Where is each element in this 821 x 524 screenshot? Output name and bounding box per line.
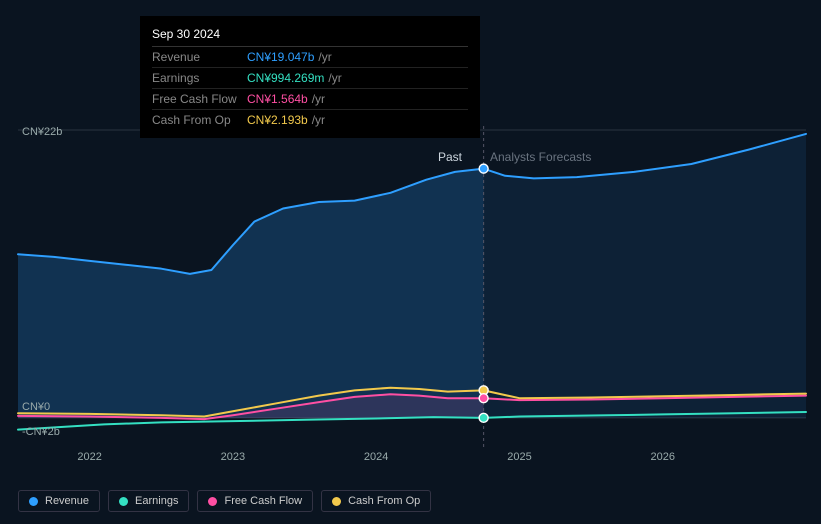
tooltip-row: Free Cash FlowCN¥1.564b/yr <box>152 89 468 110</box>
legend-swatch <box>119 497 128 506</box>
tooltip-suffix: /yr <box>312 113 325 127</box>
legend-item-revenue[interactable]: Revenue <box>18 490 100 512</box>
x-tick-label: 2022 <box>77 451 101 463</box>
tooltip-label: Cash From Op <box>152 113 247 127</box>
tooltip-suffix: /yr <box>328 71 341 85</box>
y-tick-label: CN¥0 <box>22 401 50 413</box>
tooltip-row: RevenueCN¥19.047b/yr <box>152 47 468 68</box>
legend-swatch <box>332 497 341 506</box>
legend-label: Cash From Op <box>348 495 420 507</box>
legend: Revenue Earnings Free Cash Flow Cash From O… <box>18 490 431 512</box>
financials-chart: Sep 30 2024 RevenueCN¥19.047b/yrEarnings… <box>0 0 821 524</box>
tooltip-value: CN¥1.564b <box>247 92 308 106</box>
legend-item-cash-from-op[interactable]: Cash From Op <box>321 490 431 512</box>
tooltip-suffix: /yr <box>312 92 325 106</box>
tooltip-row: Cash From OpCN¥2.193b/yr <box>152 110 468 130</box>
tooltip-value: CN¥994.269m <box>247 71 324 85</box>
legend-label: Revenue <box>45 495 89 507</box>
plot-area[interactable] <box>18 130 806 444</box>
tooltip-label: Free Cash Flow <box>152 92 247 106</box>
tooltip-date: Sep 30 2024 <box>152 24 468 47</box>
legend-label: Free Cash Flow <box>224 495 302 507</box>
legend-item-free-cash-flow[interactable]: Free Cash Flow <box>197 490 313 512</box>
legend-swatch <box>29 497 38 506</box>
tooltip-row: EarningsCN¥994.269m/yr <box>152 68 468 89</box>
tooltip-suffix: /yr <box>318 50 331 64</box>
legend-swatch <box>208 497 217 506</box>
x-tick-label: 2025 <box>507 451 531 463</box>
tooltip-value: CN¥2.193b <box>247 113 308 127</box>
y-tick-label: CN¥22b <box>22 126 62 138</box>
tooltip-label: Revenue <box>152 50 247 64</box>
chart-svg <box>18 130 806 444</box>
x-tick-label: 2023 <box>221 451 245 463</box>
x-tick-label: 2024 <box>364 451 388 463</box>
legend-item-earnings[interactable]: Earnings <box>108 490 189 512</box>
region-label-forecast: Analysts Forecasts <box>490 150 591 164</box>
tooltip-value: CN¥19.047b <box>247 50 314 64</box>
x-tick-label: 2026 <box>650 451 674 463</box>
region-label-past: Past <box>438 150 462 164</box>
y-tick-label: -CN¥2b <box>22 426 60 438</box>
tooltip-label: Earnings <box>152 71 247 85</box>
legend-label: Earnings <box>135 495 178 507</box>
hover-tooltip: Sep 30 2024 RevenueCN¥19.047b/yrEarnings… <box>140 16 480 138</box>
